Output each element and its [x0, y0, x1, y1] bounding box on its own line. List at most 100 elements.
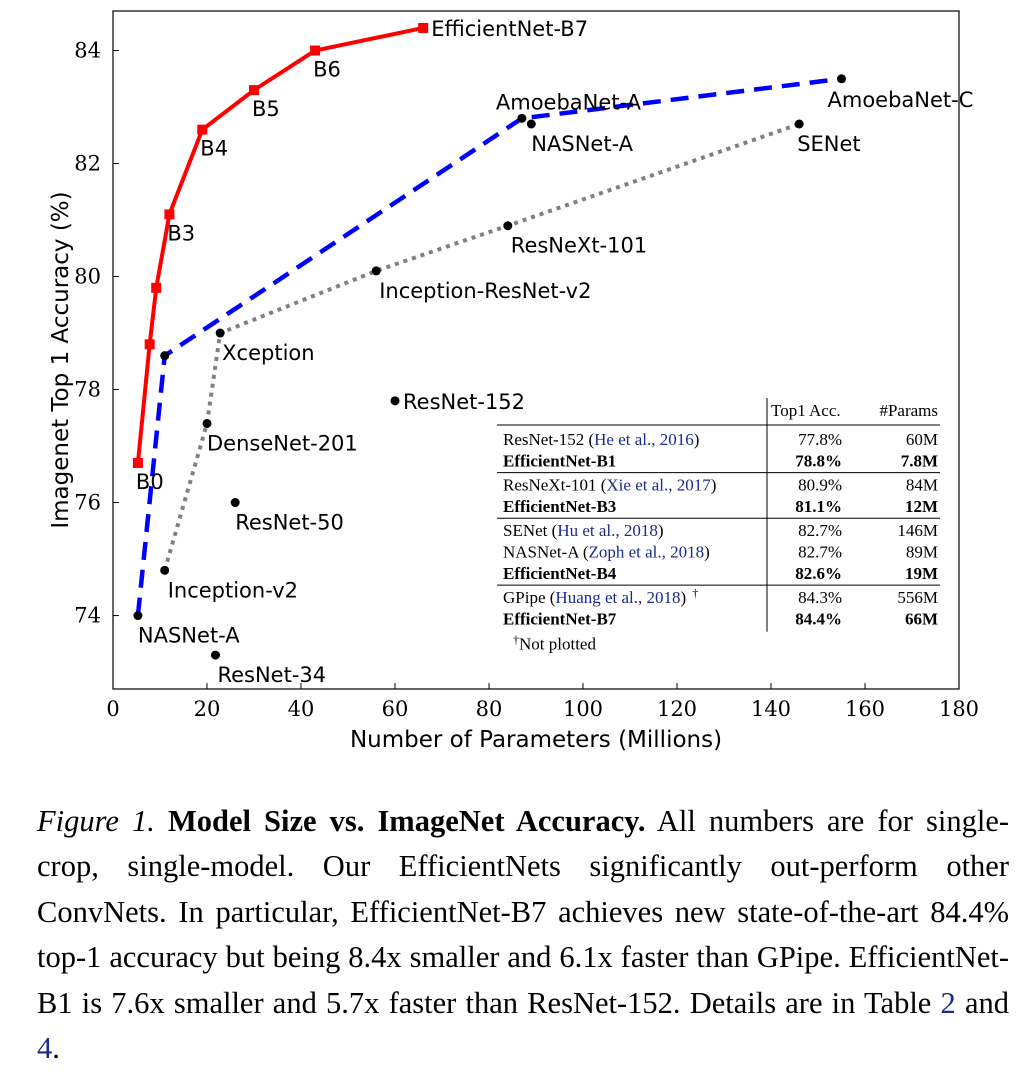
table-acc-value: 80.9%: [798, 476, 842, 495]
table-acc-value: 78.8%: [795, 451, 842, 470]
data-point-square: [164, 209, 175, 220]
data-point: [160, 351, 170, 361]
y-tick-label: 82: [74, 152, 101, 176]
x-tick-label: 120: [657, 697, 697, 721]
x-tick-label: 0: [106, 697, 119, 721]
y-tick-label: 78: [74, 378, 101, 402]
table-params-value: 60M: [906, 430, 938, 449]
data-point: [837, 74, 846, 84]
caption-title: Model Size vs. ImageNet Accuracy.: [167, 803, 646, 838]
point-label: Inception-v2: [168, 578, 298, 602]
table-acc-value: 84.3%: [798, 588, 842, 607]
data-point: [517, 113, 527, 123]
point-label: EfficientNet-B7: [431, 17, 588, 41]
point-label: DenseNet-201: [207, 431, 358, 455]
data-point-square: [132, 458, 143, 468]
y-tick-label: 80: [74, 265, 101, 289]
series-line-dotted: [162, 122, 800, 571]
point-label: Xception: [222, 341, 314, 365]
data-point-square: [249, 85, 259, 96]
table-footnote: †Not plotted: [513, 633, 596, 654]
x-tick-label: 180: [939, 697, 979, 721]
data-point-square: [197, 124, 208, 135]
point-label: ResNet-34: [217, 663, 326, 687]
table-header-acc: Top1 Acc.: [771, 401, 841, 420]
point-label: Inception-ResNet-v2: [379, 279, 591, 303]
table-model-name: NASNet-A (Zoph et al., 2018): [503, 543, 710, 562]
data-point: [794, 119, 804, 129]
data-point-square: [418, 22, 429, 33]
data-point: [202, 418, 212, 428]
plot-frame: [112, 10, 960, 690]
point-label: ResNet-50: [235, 511, 344, 535]
data-point: [215, 328, 225, 338]
data-point-square: [310, 45, 321, 56]
point-label: AmoebaNet-C: [828, 88, 974, 112]
table-model-name: EfficientNet-B7: [503, 609, 617, 628]
point-label: B0: [136, 470, 164, 494]
table-params-value: 19M: [905, 564, 938, 583]
table-model-name: ResNet-152 (He et al., 2016): [503, 430, 699, 449]
accuracy-vs-params-chart: 0 20 40 60 80 100 120 140 160 180 74 76 78 80 82 84 Numb…: [48, 10, 979, 753]
caption-text: All numbers are for single-crop, single-…: [37, 803, 1010, 1020]
table-params-value: 146M: [897, 521, 938, 540]
x-tick-label: 60: [382, 697, 409, 721]
data-point: [160, 565, 170, 575]
comparison-table: Top1 Acc. #Params ResNet-152 (He et al., 2…: [497, 398, 940, 654]
table-params-value: 556M: [897, 588, 938, 607]
table-model-name: ResNeXt-101 (Xie et al., 2017): [503, 476, 716, 495]
point-label: SENet: [797, 132, 860, 156]
x-tick-label: 20: [194, 697, 221, 721]
table-params-value: 7.8M: [901, 451, 938, 470]
y-axis-label: Imagenet Top 1 Accuracy (%): [48, 191, 74, 528]
point-label: ResNeXt-101: [511, 234, 647, 258]
point-label: B4: [200, 137, 228, 161]
data-point: [503, 221, 513, 231]
data-point: [230, 498, 240, 508]
table-model-name: EfficientNet-B3: [503, 497, 616, 516]
data-point: [526, 119, 536, 129]
caption-table-ref-4[interactable]: 4: [37, 1031, 53, 1065]
point-label: NASNet-A: [138, 624, 240, 648]
table-acc-value: 82.7%: [798, 543, 842, 562]
caption-text-and: and: [964, 985, 1010, 1020]
table-params-value: 89M: [906, 543, 938, 562]
data-point: [210, 650, 220, 660]
data-point: [371, 266, 381, 276]
x-tick-label: 100: [563, 697, 603, 721]
data-point-square: [144, 339, 155, 350]
y-tick-label: 74: [74, 604, 101, 628]
point-label: ResNet-152: [403, 390, 525, 414]
x-tick-label: 140: [751, 697, 791, 721]
series-line-dashed: [135, 76, 842, 616]
table-acc-value: 82.6%: [795, 564, 842, 583]
x-axis-label: Number of Parameters (Millions): [350, 727, 722, 753]
point-label: AmoebaNet-A: [496, 90, 642, 114]
table-params-value: 66M: [905, 609, 938, 628]
table-acc-value: 77.8%: [798, 430, 842, 449]
point-label: B6: [313, 58, 341, 82]
table-header-params: #Params: [879, 401, 938, 420]
point-label: B5: [252, 97, 280, 121]
caption-table-ref-2[interactable]: 2: [940, 985, 956, 1020]
y-tick-label: 76: [74, 491, 101, 515]
table-model-name: GPipe (Huang et al., 2018) †: [503, 586, 698, 607]
point-label: B3: [167, 221, 195, 245]
caption-label: Figure 1.: [37, 803, 155, 838]
table-acc-value: 81.1%: [795, 497, 842, 516]
x-tick-label: 80: [476, 697, 503, 721]
table-params-value: 12M: [905, 497, 938, 516]
table-model-name: EfficientNet-B4: [503, 564, 617, 583]
series-line-solid: [135, 25, 424, 464]
y-tick-label: 84: [74, 39, 101, 63]
figure-caption: Figure 1. Model Size vs. ImageNet Accura…: [37, 799, 1009, 1072]
table-model-name: EfficientNet-B1: [503, 451, 616, 470]
data-point-square: [151, 282, 162, 293]
x-tick-label: 160: [845, 697, 885, 721]
data-point: [390, 396, 400, 406]
point-label: NASNet-A: [531, 132, 633, 156]
table-acc-value: 84.4%: [795, 609, 842, 628]
caption-period: .: [52, 1031, 60, 1065]
table-params-value: 84M: [906, 476, 938, 495]
